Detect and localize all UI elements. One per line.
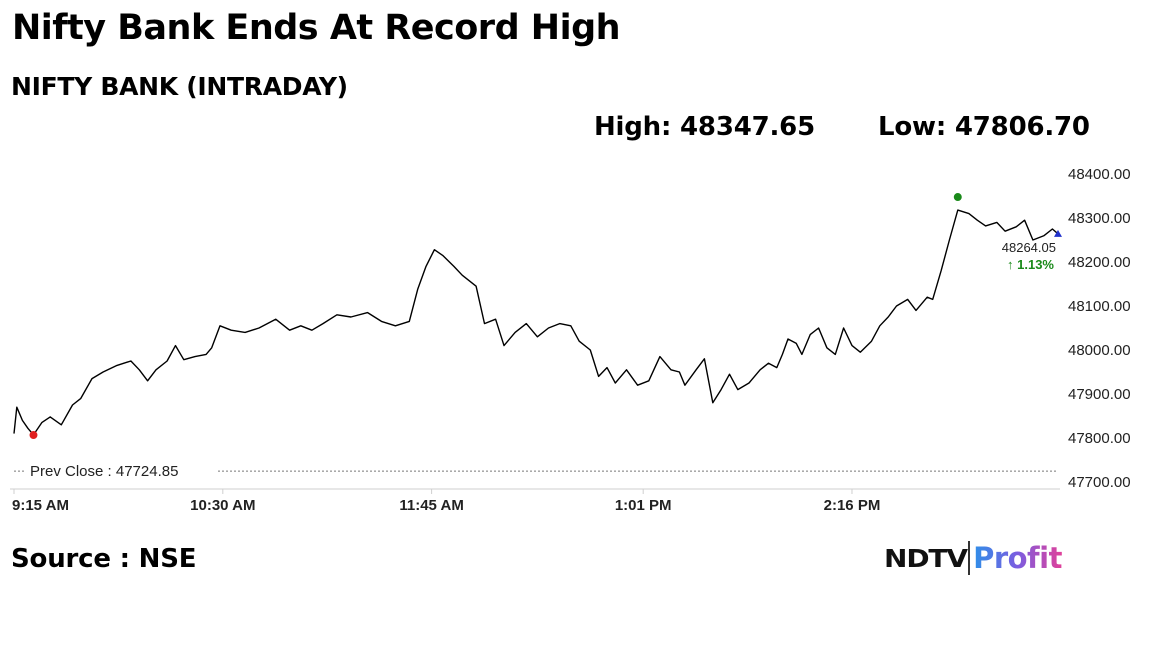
high-marker	[953, 193, 962, 202]
headline: Nifty Bank Ends At Record High	[12, 8, 621, 48]
day-low-label: Low: 47806.70	[878, 112, 1090, 142]
y-tick-label: 48100.00	[1068, 298, 1131, 315]
last-value-label: 48264.05	[1002, 240, 1056, 255]
x-tick-label: 10:30 AM	[190, 497, 255, 514]
x-tick-label: 11:45 AM	[399, 497, 463, 514]
y-tick-label: 48200.00	[1068, 254, 1131, 271]
ndtv-profit-logo: NDTV Profit	[884, 538, 1062, 578]
y-tick-label: 47800.00	[1068, 430, 1131, 447]
last-value-marker	[1054, 229, 1062, 237]
price-line	[13, 209, 1059, 436]
x-tick-label: 2:16 PM	[824, 497, 881, 514]
x-tick-label: 9:15 AM	[12, 497, 69, 514]
y-axis: 47700.00 47800.00 47900.00 48000.00 48100.00…	[1068, 166, 1131, 491]
low-marker	[29, 431, 38, 440]
prev-close-label: Prev Close : 47724.85	[30, 463, 178, 480]
chart-subtitle: NIFTY BANK (INTRADAY)	[11, 72, 348, 101]
y-tick-label: 47700.00	[1068, 474, 1131, 491]
y-tick-label: 47900.00	[1068, 386, 1131, 403]
y-tick-label: 48000.00	[1068, 342, 1131, 359]
logo-ndtv-text: NDTV	[884, 543, 968, 573]
x-tick-label: 1:01 PM	[615, 497, 672, 514]
logo-divider	[968, 541, 971, 575]
source-label: Source : NSE	[11, 544, 197, 574]
day-high-label: High: 48347.65	[594, 112, 815, 142]
logo-profit-text: Profit	[973, 541, 1062, 575]
y-tick-label: 48400.00	[1068, 166, 1131, 183]
prev-close-label-background	[24, 462, 216, 481]
x-axis: 9:15 AM 10:30 AM 11:45 AM 1:01 PM 2:16 PM	[12, 489, 880, 514]
intraday-chart: Prev Close : 47724.85 47700.0047800.0047…	[10, 166, 1131, 514]
change-percent-label: ↑ 1.13%	[1007, 257, 1054, 272]
y-tick-label: 48300.00	[1068, 210, 1131, 227]
